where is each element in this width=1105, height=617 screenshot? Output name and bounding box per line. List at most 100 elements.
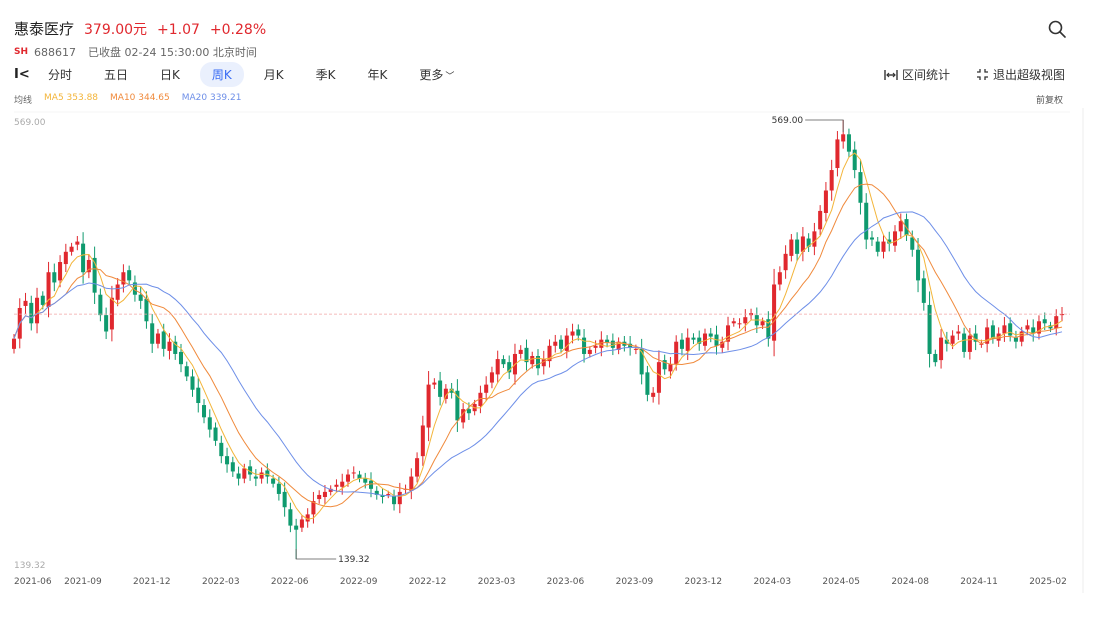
candle	[939, 329, 944, 369]
tab-intraday[interactable]: 分时	[48, 67, 73, 82]
candle	[317, 490, 322, 504]
candle	[340, 473, 345, 495]
ma10-line	[13, 183, 1063, 508]
candle	[426, 371, 431, 442]
candle	[1031, 319, 1036, 342]
candle	[708, 327, 713, 343]
x-tick-label: 2021-06	[14, 577, 52, 587]
candle	[242, 463, 247, 484]
candle	[858, 160, 863, 215]
candle	[852, 141, 857, 179]
candle	[806, 233, 811, 253]
candle	[484, 376, 489, 402]
tab-yearly-k[interactable]: 年K	[367, 67, 388, 82]
chevron-down-icon: ﹀	[445, 71, 455, 82]
candle	[236, 466, 241, 486]
candle	[662, 354, 667, 375]
candle	[881, 234, 886, 259]
search-button[interactable]	[1046, 18, 1068, 40]
max-price-label: 569.00	[772, 116, 804, 126]
candle	[743, 309, 748, 332]
candle	[11, 334, 17, 354]
candle	[875, 236, 880, 257]
tab-daily-k[interactable]: 日K	[160, 67, 180, 82]
kline-chart[interactable]: 569.00 139.32 569.00 139.32 2021-06 2021-…	[0, 108, 1085, 593]
candle	[916, 238, 921, 293]
stock-header: 惠泰医疗 379.00元 +1.07 +0.28% SH 688617 已收盘 …	[14, 18, 266, 60]
candle	[564, 328, 569, 359]
candle	[58, 255, 63, 288]
candle	[898, 213, 903, 240]
candle	[559, 335, 564, 354]
x-tick-label: 2023-03	[478, 577, 516, 587]
candle	[478, 385, 483, 414]
candle	[812, 222, 817, 256]
x-tick-label: 2022-06	[271, 577, 309, 587]
x-tick-label: 2023-12	[685, 577, 723, 587]
candles-layer	[11, 120, 1065, 559]
x-tick-label: 2024-05	[822, 577, 860, 587]
x-tick-label: 2021-12	[133, 577, 171, 587]
candle	[985, 318, 990, 353]
tab-weekly-k[interactable]: 周K	[199, 61, 244, 87]
candle	[795, 232, 800, 262]
x-tick-label: 2025-02	[1029, 577, 1067, 587]
tab-more-label: 更多	[419, 67, 444, 82]
candle	[415, 452, 420, 483]
x-tick-label: 2022-12	[409, 577, 447, 587]
candle	[190, 369, 195, 397]
sidebar-toggle-icon[interactable]: I<	[14, 66, 30, 82]
candle	[720, 336, 725, 353]
candle	[328, 485, 333, 496]
candle	[766, 311, 771, 347]
exit-super-view-button[interactable]: 退出超级视图	[976, 66, 1065, 83]
candle	[818, 205, 823, 236]
candle	[495, 350, 500, 383]
candle	[541, 350, 546, 375]
candle	[783, 245, 788, 279]
stock-code: 688617	[34, 45, 77, 59]
tab-five-day[interactable]: 五日	[104, 67, 129, 82]
y-axis-top-label: 569.00	[14, 118, 46, 128]
candle	[29, 295, 34, 331]
price-change: +1.07	[157, 22, 200, 38]
candle	[656, 350, 661, 405]
max-marker: 569.00	[772, 116, 844, 132]
candle	[507, 355, 512, 379]
candle	[213, 422, 218, 446]
candle	[535, 349, 541, 376]
candle	[772, 268, 777, 357]
exit-super-view-label: 退出超级视图	[993, 68, 1066, 82]
tab-quarterly-k[interactable]: 季K	[315, 67, 336, 82]
candle	[737, 318, 742, 329]
candle	[956, 325, 961, 340]
candle	[800, 227, 805, 262]
tab-monthly-k[interactable]: 月K	[263, 67, 284, 82]
candle	[449, 382, 454, 399]
tab-more[interactable]: 更多 ﹀	[407, 62, 466, 87]
candle	[829, 159, 834, 201]
candle	[461, 403, 466, 429]
candle	[587, 346, 592, 358]
candle	[553, 334, 558, 353]
candle	[109, 285, 114, 342]
candle	[138, 286, 143, 309]
interval-stats-button[interactable]: 区间统计	[884, 66, 950, 83]
candle	[409, 468, 414, 500]
candle	[132, 275, 137, 302]
candle	[184, 361, 189, 382]
candle	[299, 515, 304, 532]
price-adjust-toggle[interactable]: 前复权	[1036, 96, 1064, 106]
legend-ma20: MA20 339.21	[181, 93, 242, 103]
candle	[253, 469, 258, 487]
candle	[196, 378, 201, 413]
candle	[104, 307, 109, 340]
candle	[962, 327, 967, 358]
candle	[651, 387, 656, 403]
candle	[593, 340, 598, 354]
candle	[892, 225, 898, 252]
candle	[570, 323, 575, 344]
candle	[334, 479, 339, 493]
candle	[679, 333, 684, 356]
candle	[219, 435, 224, 464]
